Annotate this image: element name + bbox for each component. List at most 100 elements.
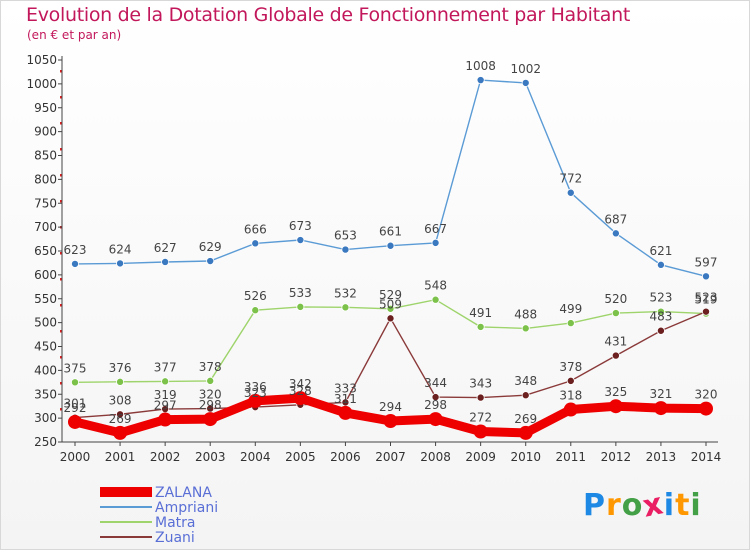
x-tick-label: 2013: [646, 450, 677, 464]
y-tick-label: 750: [34, 196, 57, 210]
data-label-zalana-2004: 336: [244, 380, 267, 394]
point-matra-2013: [656, 307, 665, 316]
data-label-ampriani-2014: 597: [695, 255, 718, 269]
point-zalana-2006: [338, 405, 353, 420]
y-tick-label: 500: [34, 316, 57, 330]
data-label-matra-2012: 520: [604, 292, 627, 306]
point-matra-2006: [341, 303, 350, 312]
data-label-matra-2008: 548: [424, 279, 447, 293]
point-ampriani-2007: [386, 241, 395, 250]
y-tick-label: 550: [34, 292, 57, 306]
axis-dot: [60, 252, 62, 255]
logo-letter: i: [690, 488, 702, 523]
axis-dot: [60, 382, 62, 385]
point-zuani-2009: [476, 393, 485, 402]
x-tick-label: 2006: [330, 450, 361, 464]
axis-dot: [60, 330, 62, 333]
logo-letter: i: [663, 488, 676, 523]
axis-dot: [60, 408, 62, 411]
point-ampriani-2008: [431, 238, 440, 247]
point-ampriani-2001: [116, 259, 125, 268]
point-matra-2004: [251, 306, 260, 315]
point-zalana-2008: [428, 412, 443, 427]
y-tick-label: 350: [34, 387, 57, 401]
point-zuani-2014: [702, 307, 711, 316]
data-label-zalana-2012: 325: [604, 385, 627, 399]
data-label-matra-2013: 523: [649, 291, 672, 305]
point-ampriani-2011: [566, 188, 575, 197]
data-label-zalana-2003: 298: [199, 398, 222, 412]
data-label-ampriani-2001: 624: [109, 242, 132, 256]
series-layer: [68, 76, 713, 440]
data-label-zuani-2010: 348: [514, 374, 537, 388]
point-zalana-2011: [563, 402, 578, 417]
data-label-zuani-2003: 320: [199, 388, 222, 402]
axis-dot: [60, 304, 62, 307]
x-tick-label: 2002: [150, 450, 181, 464]
data-label-zalana-2009: 272: [469, 410, 492, 424]
point-zalana-2012: [608, 399, 623, 414]
point-matra-2008: [431, 295, 440, 304]
data-label-ampriani-2008: 667: [424, 222, 447, 236]
data-label-zuani-2011: 378: [559, 360, 582, 374]
point-matra-2003: [206, 376, 215, 385]
axis-dot: [60, 200, 62, 203]
data-label-zuani-2001: 308: [109, 393, 132, 407]
legend-label-ampriani: Ampriani: [155, 500, 218, 516]
data-label-zuani-2005: 328: [289, 384, 312, 398]
y-tick-label: 400: [34, 363, 57, 377]
y-tick-label: 700: [34, 220, 57, 234]
point-ampriani-2003: [206, 257, 215, 266]
data-label-zuani-2000: 301: [64, 397, 87, 411]
axis-dot: [60, 174, 62, 177]
data-label-ampriani-2012: 687: [604, 212, 627, 226]
axis-dot: [60, 70, 62, 73]
data-label-zalana-2000: 292: [64, 401, 87, 415]
y-tick-label: 300: [34, 411, 57, 425]
data-label-ampriani-2011: 772: [559, 172, 582, 186]
point-matra-2000: [71, 378, 80, 387]
series-ampriani: [71, 76, 711, 281]
x-tick-label: 2000: [60, 450, 91, 464]
data-label-zuani-2002: 319: [154, 388, 177, 402]
axis-dot: [60, 278, 62, 281]
axis-dot: [60, 96, 62, 99]
data-label-ampriani-2010: 1002: [510, 62, 541, 76]
point-ampriani-2006: [341, 245, 350, 254]
data-label-matra-2014: 519: [695, 293, 718, 307]
point-ampriani-2014: [702, 272, 711, 281]
data-label-zalana-2013: 321: [649, 387, 672, 401]
point-zuani-2012: [611, 351, 620, 360]
point-matra-2005: [296, 302, 305, 311]
data-label-matra-2003: 378: [199, 360, 222, 374]
logo-letter: t: [675, 488, 691, 523]
point-zalana-2003: [203, 412, 218, 427]
point-ampriani-2000: [71, 259, 80, 268]
x-tick-label: 2003: [195, 450, 226, 464]
point-zalana-2000: [68, 414, 82, 429]
point-zuani-2008: [431, 393, 440, 402]
data-label-zalana-2001: 269: [109, 412, 132, 426]
data-label-zuani-2007: 509: [379, 297, 402, 311]
y-tick-label: 850: [34, 149, 57, 163]
x-tick-label: 2008: [420, 450, 451, 464]
data-label-ampriani-2009: 1008: [465, 59, 496, 73]
point-zuani-2011: [566, 376, 575, 385]
y-tick-label: 600: [34, 268, 57, 282]
logo-letter: o: [621, 488, 644, 523]
data-label-zalana-2010: 269: [514, 412, 537, 426]
point-matra-2002: [161, 377, 170, 386]
proxiti-logo: Proxiti: [583, 486, 702, 524]
data-label-matra-2009: 491: [469, 306, 492, 320]
data-label-ampriani-2005: 673: [289, 219, 312, 233]
data-label-ampriani-2013: 621: [649, 244, 672, 258]
data-label-zuani-2004: 323: [244, 386, 267, 400]
data-label-zalana-2007: 294: [379, 400, 402, 414]
data-label-ampriani-2007: 661: [379, 225, 402, 239]
data-label-zuani-2012: 431: [604, 335, 627, 349]
point-zalana-2002: [158, 412, 173, 427]
point-zalana-2005: [293, 391, 308, 406]
data-label-ampriani-2002: 627: [154, 241, 177, 255]
